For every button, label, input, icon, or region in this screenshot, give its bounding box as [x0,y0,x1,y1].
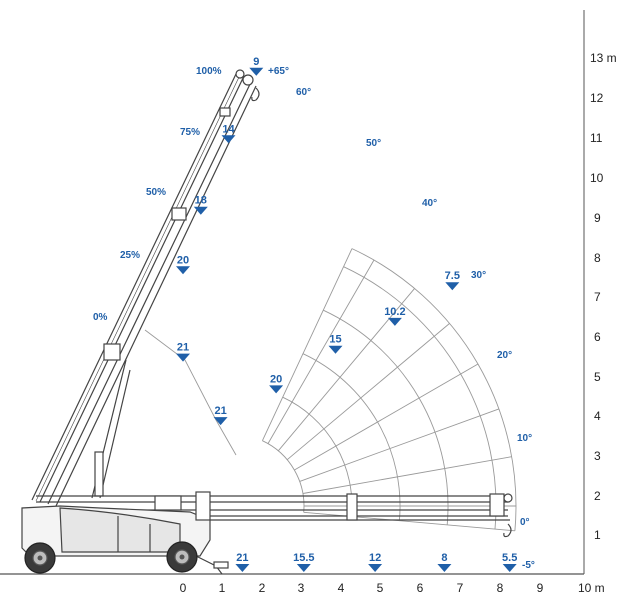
x-tick-label: 9 [537,581,544,595]
angle-label: 0° [520,517,530,528]
extension-labels: 100% 75% 50% 25% 0% [93,66,222,323]
load-value-label: 7.5 [445,270,460,282]
load-markers: 9 14 18 20 7.5 10.2 15 21 20 21 21 15.5 12 8 5.5 [176,56,517,572]
load-marker [502,564,517,572]
angle-label: +65° [268,66,289,77]
extension-label: 75% [180,127,200,138]
envelope-ray [277,288,415,452]
crane-chassis [21,491,229,575]
angle-label: 20° [497,350,512,361]
load-value-label: 21 [214,405,226,417]
y-axis-ticks: 1 2 3 4 5 6 7 8 9 10 11 12 13 m [590,51,617,542]
load-marker [368,564,383,572]
extension-label: 50% [146,187,166,198]
y-tick-label: 3 [594,449,601,463]
envelope-ray [303,511,515,532]
envelope-ray [267,259,375,444]
load-marker [176,353,190,362]
load-value-label: 15.5 [293,552,314,564]
y-tick-label: 1 [594,528,601,542]
working-envelope-grid [144,248,517,532]
envelope-inner-edge [144,329,237,456]
x-tick-label: 1 [219,581,226,595]
envelope-ray [286,323,450,461]
x-tick-label: 7 [457,581,464,595]
load-marker [328,345,343,354]
y-tick-label: 10 [590,171,604,185]
load-value-label: 14 [222,123,235,135]
angle-label: 50° [366,138,381,149]
load-marker [387,317,402,326]
y-axis-unit: 13 m [590,51,617,65]
load-value-label: 10.2 [384,306,405,318]
load-value-label: 8 [441,552,447,564]
load-marker [176,266,190,275]
extension-label: 100% [196,66,222,77]
load-value-label: 21 [236,552,248,564]
load-value-label: 18 [195,195,207,207]
load-marker [221,135,236,144]
angle-label: 10° [517,433,532,444]
load-marker [249,67,264,76]
envelope-ray [302,456,512,494]
y-tick-label: 2 [594,489,601,503]
extension-label: 25% [120,250,140,261]
y-tick-label: 12 [590,91,604,105]
x-tick-label: 0 [180,581,187,595]
y-tick-label: 9 [594,211,601,225]
angle-label: -5° [522,560,535,571]
angle-labels: +65° 60° 50° 40° 30° 20° 10° 0° -5° [268,66,535,571]
y-tick-label: 7 [594,290,601,304]
angle-label: 60° [296,87,311,98]
x-axis-unit: 10 m [578,581,605,595]
x-tick-label: 3 [298,581,305,595]
y-tick-label: 4 [594,409,601,423]
envelope-ray [299,408,500,482]
load-value-label: 21 [177,342,189,354]
envelope-ray [294,363,479,471]
x-tick-label: 8 [497,581,504,595]
extension-label: 0% [93,312,108,323]
x-tick-label: 6 [417,581,424,595]
load-value-label: 20 [270,373,282,385]
load-marker [296,564,311,572]
load-value-label: 12 [369,552,381,564]
load-marker [269,385,284,394]
load-marker [193,206,208,215]
load-value-label: 20 [177,254,189,266]
angle-label: 40° [422,198,437,209]
wheel-front [166,541,198,573]
angle-label: 30° [471,270,486,281]
wheel-rear [24,542,56,574]
load-marker [235,564,250,572]
x-tick-label: 4 [338,581,345,595]
x-tick-label: 2 [259,581,266,595]
x-axis-ticks: 0 1 2 3 4 5 6 7 8 9 10 m [180,581,605,595]
load-marker [445,282,460,291]
load-value-label: 15 [329,334,341,346]
load-value-label: 9 [253,56,259,68]
envelope-ray [261,248,353,441]
y-tick-label: 6 [594,330,601,344]
y-tick-label: 8 [594,251,601,265]
boom-lifted [31,69,260,507]
load-value-label: 5.5 [502,552,517,564]
y-tick-label: 11 [590,131,603,145]
crane-illustration [21,69,513,575]
x-tick-label: 5 [377,581,384,595]
y-tick-label: 5 [594,370,601,384]
load-marker [213,417,228,426]
load-marker [437,564,452,572]
